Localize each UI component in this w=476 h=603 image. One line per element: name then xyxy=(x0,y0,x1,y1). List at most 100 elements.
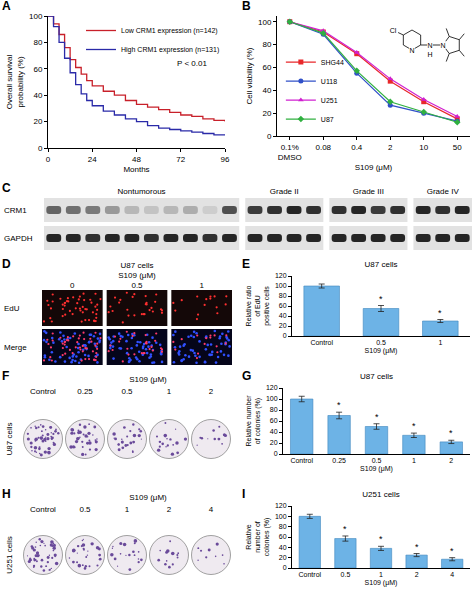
svg-text:P < 0.01: P < 0.01 xyxy=(177,59,207,68)
svg-text:U87 cells: U87 cells xyxy=(5,423,14,456)
svg-text:Cl: Cl xyxy=(390,27,397,34)
svg-text:Grade II: Grade II xyxy=(270,187,299,196)
svg-text:S109 (μM): S109 (μM) xyxy=(129,493,167,502)
svg-text:N: N xyxy=(409,47,414,54)
svg-text:0: 0 xyxy=(46,155,51,164)
svg-text:2: 2 xyxy=(388,143,393,152)
svg-text:Control: Control xyxy=(30,505,56,514)
svg-text:0.5: 0.5 xyxy=(121,387,133,396)
svg-text:*: * xyxy=(415,542,419,552)
svg-text:80: 80 xyxy=(279,523,287,530)
svg-text:96: 96 xyxy=(221,155,230,164)
svg-text:100: 100 xyxy=(275,513,287,520)
svg-text:S109 (μM): S109 (μM) xyxy=(365,347,398,355)
svg-text:U251: U251 xyxy=(321,97,338,104)
svg-text:*: * xyxy=(343,524,347,534)
svg-text:N: N xyxy=(427,42,432,49)
svg-text:Grade IV: Grade IV xyxy=(427,187,460,196)
svg-text:60: 60 xyxy=(33,65,42,74)
svg-text:U87: U87 xyxy=(321,116,334,123)
svg-text:CRM1: CRM1 xyxy=(4,206,27,215)
svg-text:100: 100 xyxy=(258,18,272,27)
svg-text:Nontumorous: Nontumorous xyxy=(118,187,166,196)
svg-text:*: * xyxy=(337,400,341,410)
svg-text:40: 40 xyxy=(279,312,287,319)
svg-text:Relative ratioof EdUpositive c: Relative ratioof EdUpositive cells xyxy=(245,285,271,326)
svg-text:U251 cells: U251 cells xyxy=(362,490,399,499)
svg-text:1: 1 xyxy=(438,339,442,346)
svg-text:Cell viability (%): Cell viability (%) xyxy=(245,47,254,104)
svg-text:20: 20 xyxy=(279,554,287,561)
svg-text:80: 80 xyxy=(279,292,287,299)
svg-text:1: 1 xyxy=(167,387,172,396)
svg-text:S109 (μM): S109 (μM) xyxy=(360,465,393,473)
svg-text:High CRM1 expression (n=131): High CRM1 expression (n=131) xyxy=(121,46,219,54)
svg-text:S109 (μM): S109 (μM) xyxy=(365,579,398,587)
svg-text:2: 2 xyxy=(449,457,453,464)
svg-text:GAPDH: GAPDH xyxy=(4,234,33,243)
svg-text:1: 1 xyxy=(199,281,204,290)
svg-text:U118: U118 xyxy=(321,78,337,85)
svg-text:4: 4 xyxy=(209,505,214,514)
svg-text:24: 24 xyxy=(88,155,97,164)
svg-text:2: 2 xyxy=(209,387,214,396)
svg-text:4: 4 xyxy=(450,571,454,578)
svg-text:2: 2 xyxy=(167,505,172,514)
svg-text:20: 20 xyxy=(33,117,42,126)
svg-text:100: 100 xyxy=(29,12,43,21)
svg-text:0: 0 xyxy=(70,281,75,290)
svg-text:SHG44: SHG44 xyxy=(321,59,344,66)
svg-text:40: 40 xyxy=(279,544,287,551)
svg-text:0.5: 0.5 xyxy=(79,505,91,514)
svg-text:100: 100 xyxy=(275,282,287,289)
svg-text:40: 40 xyxy=(262,86,271,95)
svg-text:Months: Months xyxy=(123,165,149,174)
svg-text:20: 20 xyxy=(279,322,287,329)
svg-text:0: 0 xyxy=(283,564,287,571)
svg-text:0: 0 xyxy=(267,132,272,141)
svg-text:S109 (μM): S109 (μM) xyxy=(118,271,156,280)
svg-text:72: 72 xyxy=(176,155,185,164)
svg-text:2: 2 xyxy=(415,571,419,578)
svg-text:80: 80 xyxy=(33,38,42,47)
svg-text:Low CRM1 expression (n=142): Low CRM1 expression (n=142) xyxy=(121,27,218,35)
svg-text:1: 1 xyxy=(379,571,383,578)
svg-text:120: 120 xyxy=(266,384,278,391)
svg-text:40: 40 xyxy=(33,91,42,100)
svg-text:S109 (μM): S109 (μM) xyxy=(355,163,393,172)
svg-text:H: H xyxy=(427,51,432,58)
svg-text:0.25: 0.25 xyxy=(77,387,93,396)
svg-text:0: 0 xyxy=(283,332,287,339)
svg-text:*: * xyxy=(438,308,442,318)
svg-text:0.5: 0.5 xyxy=(372,457,382,464)
svg-text:U87 cells: U87 cells xyxy=(121,261,154,270)
svg-text:60: 60 xyxy=(270,417,278,424)
svg-text:20: 20 xyxy=(270,439,278,446)
svg-text:0.5: 0.5 xyxy=(341,571,351,578)
svg-text:*: * xyxy=(412,421,416,431)
svg-text:Grade III: Grade III xyxy=(353,187,384,196)
svg-text:48: 48 xyxy=(132,155,141,164)
svg-text:S109 (μM): S109 (μM) xyxy=(129,375,167,384)
svg-text:10: 10 xyxy=(419,143,428,152)
svg-text:0.25: 0.25 xyxy=(332,457,346,464)
svg-text:20: 20 xyxy=(262,109,271,118)
svg-text:*: * xyxy=(449,428,453,438)
svg-text:80: 80 xyxy=(270,406,278,413)
svg-text:Control: Control xyxy=(299,571,322,578)
svg-text:Relative numberof colonies (%): Relative numberof colonies (%) xyxy=(245,395,262,447)
svg-text:0.08: 0.08 xyxy=(315,143,331,152)
svg-text:40: 40 xyxy=(270,428,278,435)
svg-text:0.4: 0.4 xyxy=(351,143,363,152)
svg-text:60: 60 xyxy=(279,533,287,540)
svg-text:U87 cells: U87 cells xyxy=(360,372,393,381)
svg-text:0.5: 0.5 xyxy=(376,339,386,346)
svg-text:Merge: Merge xyxy=(4,343,27,352)
svg-text:Relativenumber ofcolonies (%): Relativenumber ofcolonies (%) xyxy=(245,518,271,557)
svg-text:1: 1 xyxy=(125,505,130,514)
svg-text:1: 1 xyxy=(412,457,416,464)
svg-text:60: 60 xyxy=(262,63,271,72)
svg-text:Control: Control xyxy=(310,339,333,346)
svg-text:*: * xyxy=(379,294,383,304)
svg-text:Overall survivalprobability (%: Overall survivalprobability (%) xyxy=(5,54,24,109)
